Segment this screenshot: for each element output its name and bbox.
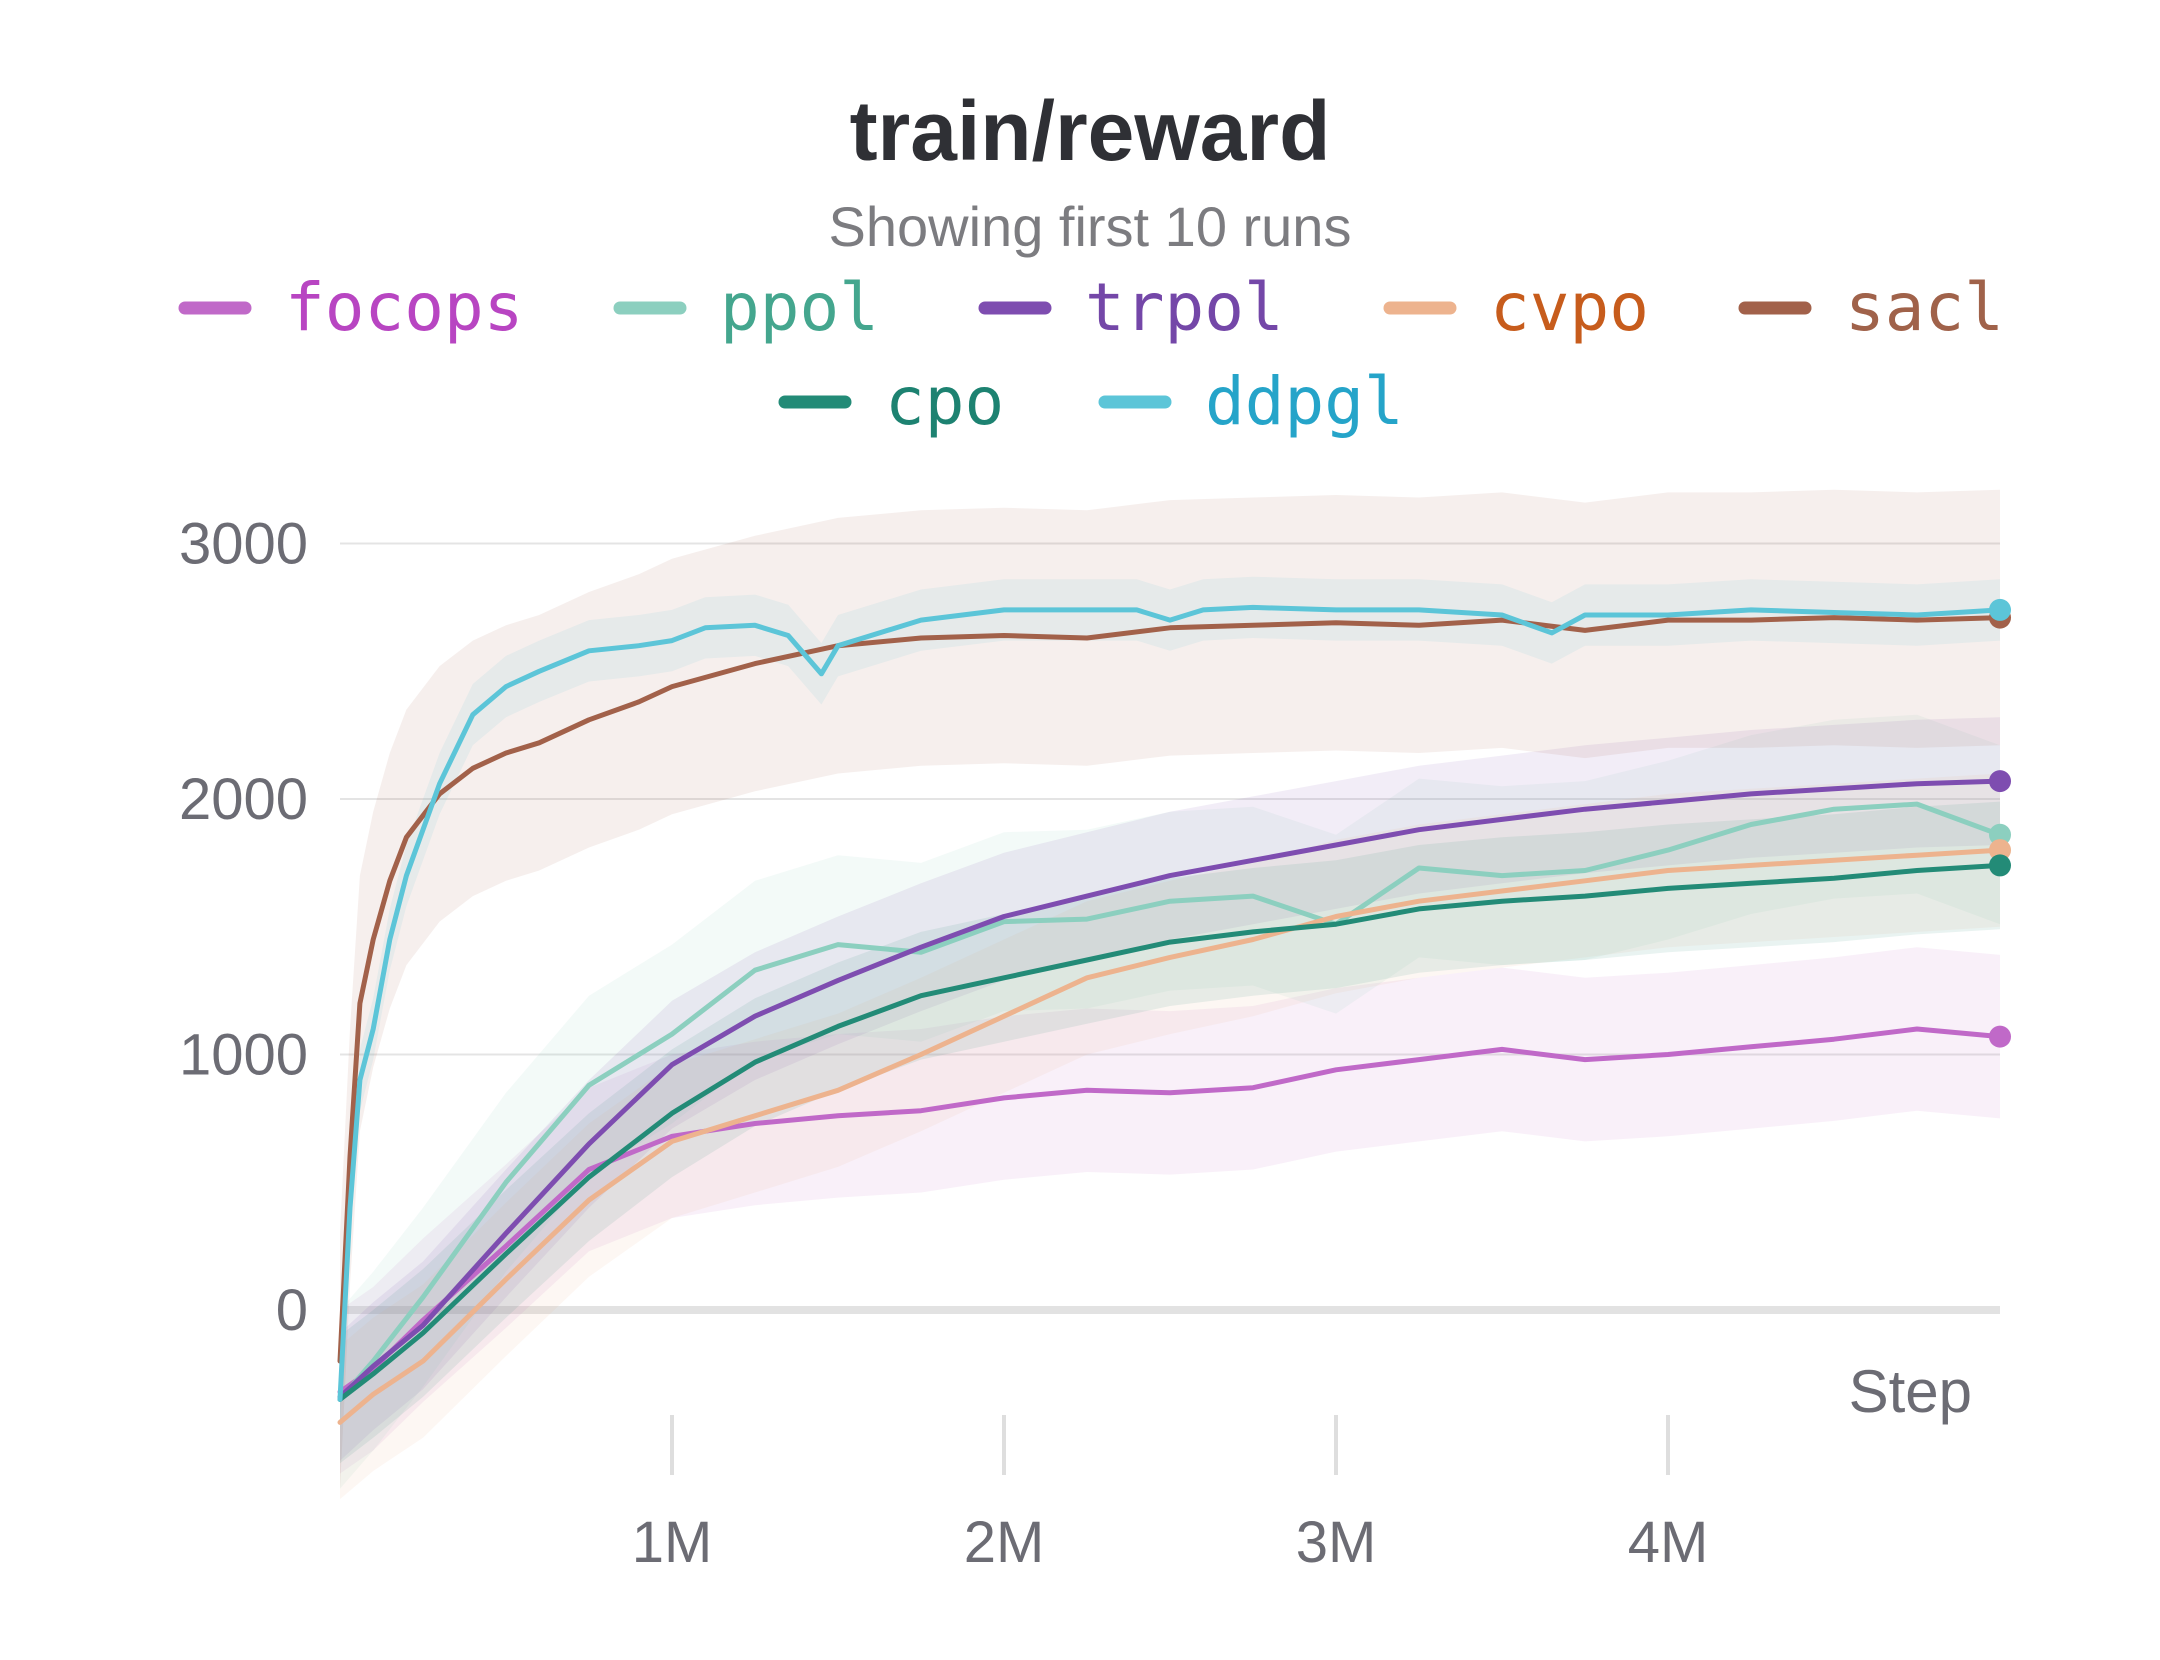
line-ddpgl [337,604,2003,1402]
line-ppol [337,801,2003,1402]
line-trpol [337,778,2003,1400]
x-axis: 1M 2M 3M 4M [632,1415,1709,1575]
end-marker-focops [1989,1025,2011,1048]
legend-label: focops [285,269,523,346]
x-tick-label: 1M [632,1510,713,1575]
end-marker-trpol [1989,770,2011,793]
confidence-bands [340,489,2000,1500]
legend-item-trpol[interactable]: trpol [978,269,1284,346]
legend-label: ppol [720,269,879,346]
legend-item-focops[interactable]: focops [178,269,523,346]
chart-subtitle: Showing first 10 runs [829,195,1352,258]
band-cpo [340,801,2000,1464]
end-marker-ppol [1989,823,2011,846]
chart-title: train/reward [850,84,1331,178]
line-cvpo [337,847,2003,1425]
series-lines [337,604,2003,1425]
y-tick-label: 0 [276,1278,308,1343]
legend: focops ppol trpol cvpo sacl cpo ddpgl [178,269,2004,440]
legend-item-cvpo[interactable]: cvpo [1383,269,1649,346]
band-ppol [340,714,2000,1489]
band-focops [340,947,2000,1474]
legend-label: cvpo [1490,269,1649,346]
legend-item-sacl[interactable]: sacl [1738,269,2004,346]
x-axis-label: Step [1849,1358,1972,1425]
y-tick-label: 2000 [179,767,308,832]
legend-label: sacl [1845,269,2004,346]
x-tick-label: 3M [1296,1510,1377,1575]
band-ddpgl [340,576,2000,1431]
band-trpol [340,717,2000,1461]
end-marker-ddpgl [1989,598,2011,621]
end-marker-cvpo [1989,839,2011,862]
y-tick-label: 1000 [179,1023,308,1088]
legend-label: ddpgl [1205,363,1404,440]
y-axis: 0 1000 2000 3000 [179,512,308,1344]
grid [340,542,2000,1314]
legend-label: trpol [1085,269,1284,346]
legend-item-ddpgl[interactable]: ddpgl [1098,363,1404,440]
y-tick-label: 3000 [179,512,308,577]
end-marker-cpo [1989,854,2011,877]
series-end-markers [1989,598,2011,1048]
legend-item-cpo[interactable]: cpo [778,363,1004,440]
x-tick-label: 2M [964,1510,1045,1575]
line-cpo [337,862,2003,1402]
x-tick-label: 4M [1628,1510,1709,1575]
band-cvpo [340,773,2000,1500]
legend-label: cpo [885,363,1004,440]
line-focops [337,1026,2003,1395]
band-sacl [340,489,2000,1489]
legend-item-ppol[interactable]: ppol [613,269,879,346]
